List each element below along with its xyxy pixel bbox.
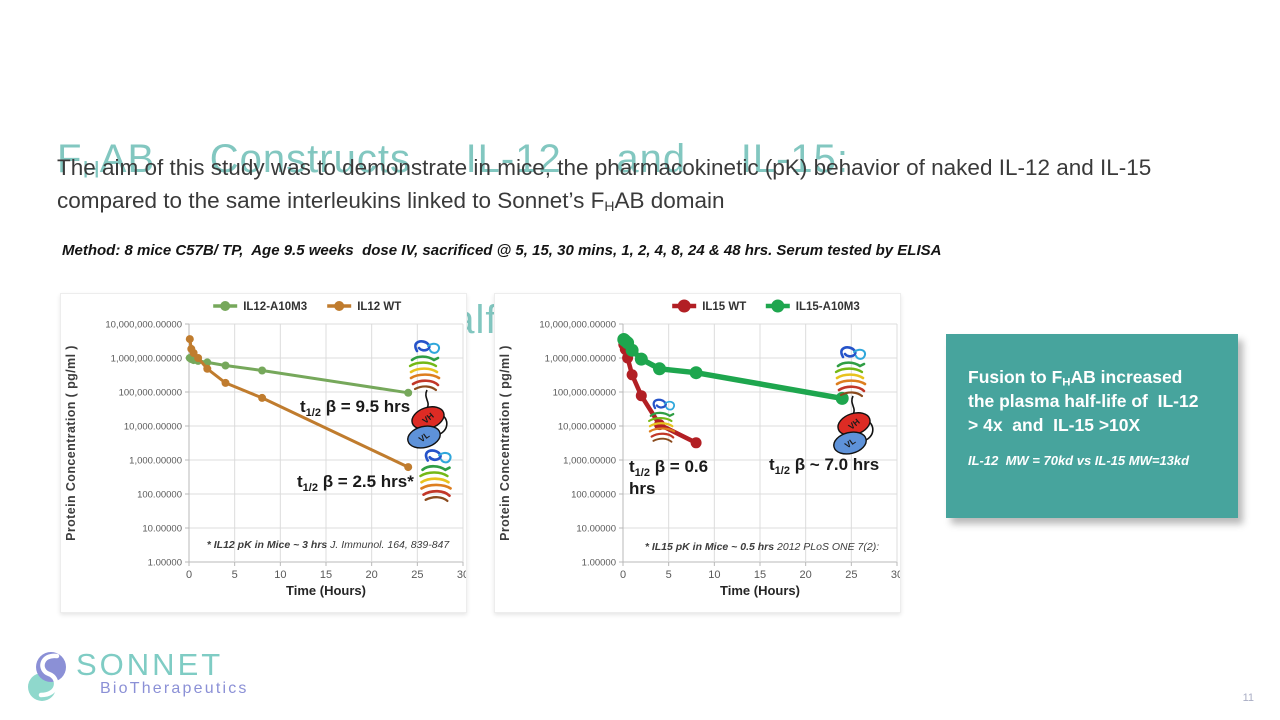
legend-marker-dot	[771, 299, 785, 313]
chart-footnote: * IL12 pK in Mice ~ 3 hrs J. Immunol. 16…	[207, 539, 451, 551]
x-tick-label: 25	[411, 569, 423, 581]
y-tick-label: 100.00000	[137, 490, 182, 501]
x-tick-label: 0	[186, 569, 192, 581]
method-note: Method: 8 mice C57B/ TP, Age 9.5 weeks d…	[62, 242, 942, 259]
slide-subtitle: The aim of this study was to demonstrate…	[57, 155, 1152, 214]
pk-chart-canvas: 1.00000 10.00000 100.00000 1,000.00000 10,00…	[498, 299, 900, 598]
data-point	[194, 354, 203, 362]
legend-label: IL12 WT	[357, 301, 401, 313]
x-axis-title: Time (Hours)	[720, 583, 800, 598]
data-point	[690, 437, 702, 449]
y-tick-label: 100,000.00000	[553, 388, 616, 399]
x-tick-label: 5	[232, 569, 238, 581]
data-point	[625, 343, 639, 357]
sonnet-logo-icon	[28, 652, 66, 701]
data-point	[653, 362, 666, 376]
y-tick-label: 10.00000	[576, 524, 616, 535]
y-tick-label: 1,000,000.00000	[545, 354, 616, 365]
legend-label: IL15 WT	[702, 301, 746, 313]
conclusion-text: Fusion to FHAB increased the plasma half-…	[968, 367, 1199, 435]
y-tick-label: 10,000,000.00000	[105, 320, 182, 331]
half-life-annotation-line2: hrs	[629, 479, 655, 498]
slide-title-line1: FHAB Constructs IL-12 and IL-15:	[57, 137, 850, 184]
y-tick-label: 1,000.00000	[563, 456, 616, 467]
y-tick-label: 10,000,000.00000	[539, 320, 616, 331]
y-tick-label: 1,000,000.00000	[111, 354, 182, 365]
x-tick-label: 10	[708, 569, 720, 581]
x-tick-label: 5	[666, 569, 672, 581]
data-point	[404, 388, 413, 397]
half-life-annotation: t1/2 β = 2.5 hrs*	[297, 472, 414, 494]
legend-label: IL12-A10M3	[243, 301, 307, 313]
y-tick-label: 1.00000	[148, 558, 182, 569]
legend-label: IL15-A10M3	[796, 301, 860, 313]
x-tick-label: 30	[457, 569, 466, 581]
data-point	[654, 419, 665, 431]
x-tick-label: 25	[845, 569, 857, 581]
data-point	[689, 366, 703, 380]
x-tick-label: 15	[754, 569, 766, 581]
sonnet-logo: SONNET BioTherapeutics	[26, 647, 249, 704]
conclusion-callout: Fusion to FHAB increased the plasma half-…	[946, 334, 1238, 518]
y-tick-label: 1,000.00000	[129, 456, 182, 467]
y-axis-title: Protein Concentration ( pg/ml )	[64, 345, 78, 541]
chart-footnote: * IL15 pK in Mice ~ 0.5 hrs 2012 PLoS ON…	[645, 541, 879, 553]
legend-marker-dot	[220, 301, 231, 311]
data-point	[634, 352, 648, 366]
x-tick-label: 10	[274, 569, 286, 581]
il15-pk-chart: 1.00000 10.00000 100.00000 1,000.00000 10,00…	[494, 293, 901, 613]
y-tick-label: 10,000.00000	[558, 422, 616, 433]
data-point	[185, 335, 194, 344]
x-tick-label: 20	[800, 569, 812, 581]
data-point	[635, 390, 647, 402]
legend-marker-dot	[677, 299, 691, 313]
pk-chart-canvas: 1.00000 10.00000 100.00000 1,000.00000 10,00…	[64, 301, 466, 598]
y-tick-label: 10,000.00000	[124, 422, 182, 433]
x-tick-label: 20	[366, 569, 378, 581]
x-tick-label: 0	[620, 569, 626, 581]
x-tick-label: 15	[320, 569, 332, 581]
logo-tagline: BioTherapeutics	[100, 680, 249, 697]
y-tick-label: 10.00000	[142, 524, 182, 535]
data-point	[221, 378, 230, 387]
half-life-annotation: t1/2 β = 0.6	[629, 457, 708, 479]
page-number: 11	[1242, 692, 1254, 704]
data-point	[404, 463, 413, 472]
y-tick-label: 100,000.00000	[119, 388, 182, 399]
data-point	[258, 393, 267, 402]
x-axis-title: Time (Hours)	[286, 583, 366, 598]
y-tick-label: 100.00000	[571, 490, 616, 501]
molecular-weight-note: IL-12 MW = 70kd vs IL-15 MW=13kd	[968, 452, 1190, 468]
half-life-annotation: t1/2 β ~ 7.0 hrs	[769, 455, 879, 477]
logo-name: SONNET	[76, 647, 224, 682]
data-point	[221, 361, 230, 370]
x-tick-label: 30	[891, 569, 900, 581]
data-point	[835, 391, 849, 405]
y-axis-title: Protein Concentration ( pg/ml )	[498, 345, 512, 541]
data-point	[258, 366, 267, 375]
half-life-annotation: t1/2 β = 9.5 hrs	[300, 397, 410, 419]
data-point	[626, 369, 638, 381]
y-tick-label: 1.00000	[582, 558, 616, 569]
legend-marker-dot	[334, 301, 345, 311]
data-point	[203, 364, 212, 373]
il12-pk-chart: 1.00000 10.00000 100.00000 1,000.00000 10,00…	[60, 293, 467, 613]
